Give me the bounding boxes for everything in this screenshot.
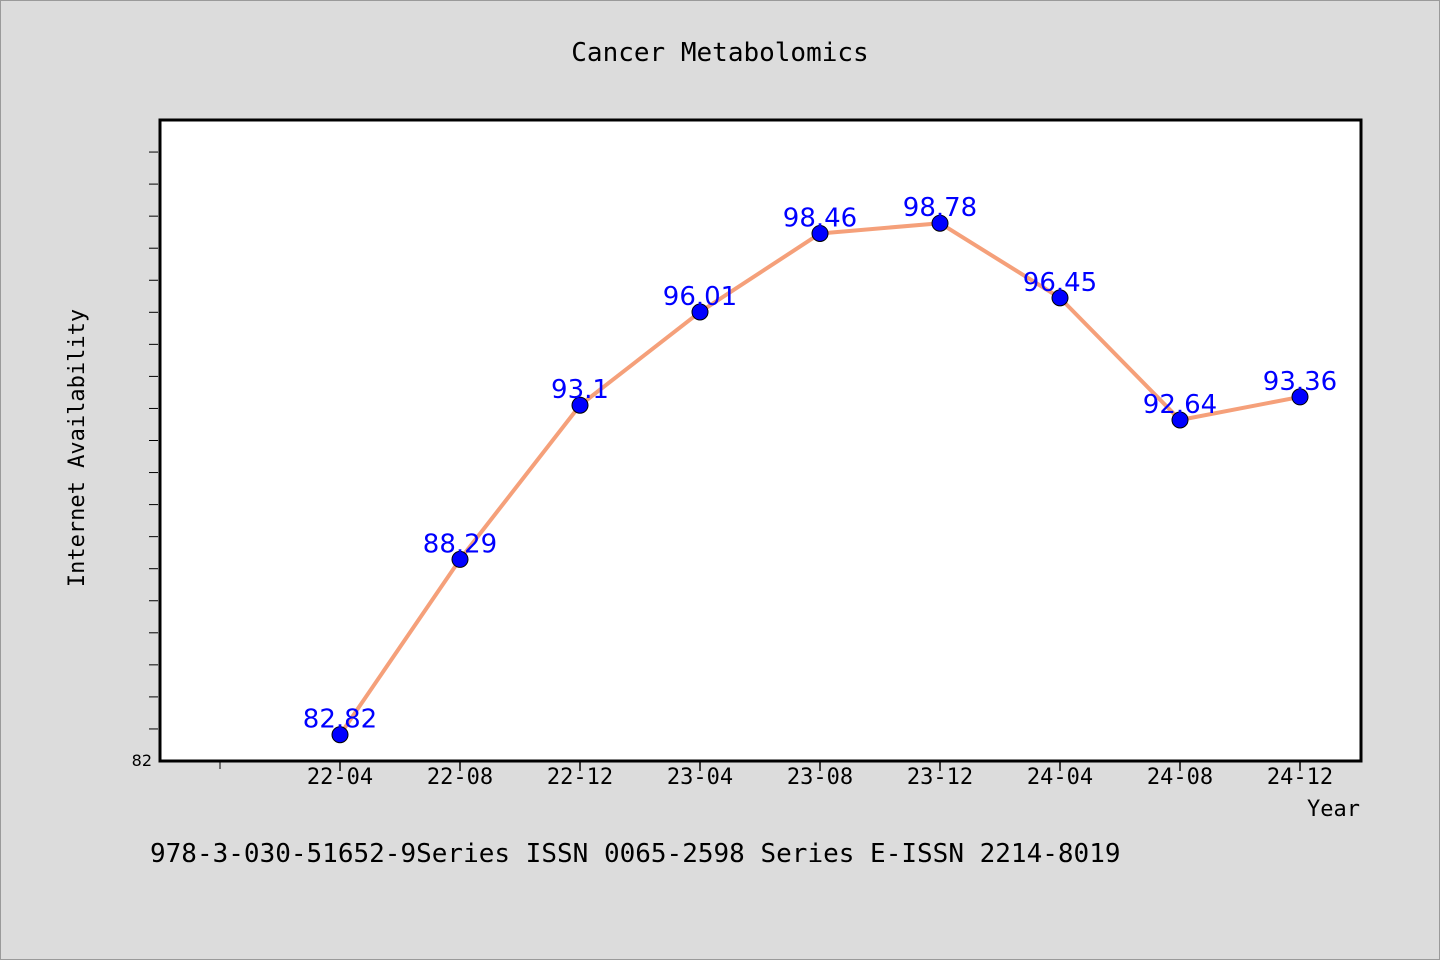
data-point (331, 726, 349, 744)
x-tick-label: 24-04 (1027, 765, 1093, 790)
plot-area (158, 118, 1363, 763)
data-point (451, 550, 469, 568)
x-tick-label: 22-04 (307, 765, 373, 790)
data-label: 93.36 (1263, 367, 1337, 397)
data-point (571, 396, 589, 414)
data-label: 98.46 (783, 203, 857, 233)
y-axis-ticks: 82 (132, 151, 158, 770)
x-tick-label: 23-12 (907, 765, 973, 790)
x-tick-label: 24-08 (1147, 765, 1213, 790)
data-point (1291, 388, 1309, 406)
y-axis-label: Internet Availability (65, 309, 90, 587)
data-point (1171, 411, 1189, 429)
chart-title: Cancer Metabolomics (571, 38, 868, 68)
data-label: 88.29 (423, 529, 497, 559)
x-tick-label: 22-12 (547, 765, 613, 790)
data-point (691, 303, 709, 321)
x-tick-label: 24-12 (1267, 765, 1333, 790)
data-point (931, 214, 949, 232)
series-group: 82.82 88.29 93.1 96.01 98.46 98.78 96.45 92.64 9… (303, 193, 1337, 744)
y-tick-label: 82 (132, 751, 152, 770)
data-point (811, 224, 829, 242)
x-axis-label: Year (1307, 797, 1360, 822)
data-label: 93.1 (551, 375, 609, 405)
data-label: 98.78 (903, 193, 977, 223)
data-point (1051, 289, 1069, 307)
x-tick-label: 22-08 (427, 765, 493, 790)
x-tick-label: 23-08 (787, 765, 853, 790)
footer-text: 978-3-030-51652-9Series ISSN 0065-2598 S… (150, 839, 1121, 869)
data-label: 96.45 (1023, 268, 1097, 298)
data-label: 82.82 (303, 705, 377, 735)
x-tick-label: 23-04 (667, 765, 733, 790)
x-axis-ticks: 22-04 22-08 22-12 23-04 23-08 23-12 24-04 24-08… (219, 761, 1333, 790)
data-label: 92.64 (1143, 390, 1217, 420)
data-label: 96.01 (663, 282, 737, 312)
